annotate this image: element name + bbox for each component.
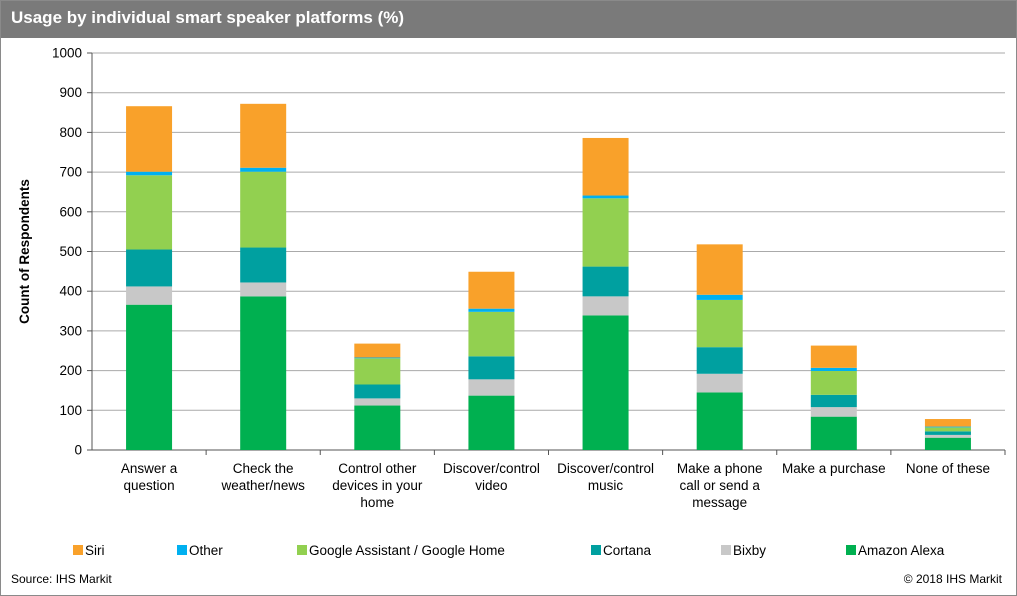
y-tick-label: 600 — [59, 204, 82, 219]
bar-segment-amazon-alexa — [468, 395, 515, 450]
bar-segment-bixby — [468, 379, 515, 396]
bar-segment-bixby — [240, 282, 287, 297]
x-tick-label: Check the — [233, 461, 294, 476]
bar-segment-other — [924, 426, 971, 428]
x-tick-label: Discover/control — [557, 461, 654, 476]
x-tick-label: None of these — [906, 461, 990, 476]
y-tick-label: 700 — [59, 165, 82, 180]
legend-label: Amazon Alexa — [858, 543, 945, 558]
bar-segment-amazon-alexa — [582, 315, 629, 450]
bar-segment-amazon-alexa — [240, 296, 287, 450]
bar-segment-bixby — [924, 434, 971, 438]
bar-segment-google-assistant-google-home — [126, 175, 173, 250]
bar-segment-google-assistant-google-home — [924, 427, 971, 432]
bar-segment-cortana — [696, 347, 743, 374]
x-tick-label: devices in your — [332, 478, 423, 493]
bar-segment-siri — [126, 106, 173, 172]
bar-segment-cortana — [582, 266, 629, 297]
legend-swatch — [177, 545, 187, 555]
bar-segment-google-assistant-google-home — [696, 299, 743, 348]
bar-segment-siri — [468, 271, 515, 309]
bar-segment-cortana — [354, 384, 401, 399]
bar-segment-cortana — [924, 431, 971, 435]
y-tick-label: 100 — [59, 403, 82, 418]
x-tick-label: music — [588, 478, 624, 493]
x-tick-label: Discover/control — [443, 461, 540, 476]
bar-segment-other — [696, 294, 743, 300]
bar-segment-cortana — [468, 356, 515, 380]
bar-segment-google-assistant-google-home — [810, 370, 857, 395]
x-tick-label: home — [360, 495, 394, 510]
bar-segment-other — [240, 167, 287, 172]
legend-label: Bixby — [733, 543, 766, 558]
x-tick-label: Make a purchase — [782, 461, 886, 476]
bar-segment-other — [354, 357, 401, 359]
y-tick-label: 200 — [59, 363, 82, 378]
legend-swatch — [591, 545, 601, 555]
legend-swatch — [846, 545, 856, 555]
x-tick-label: Control other — [338, 461, 417, 476]
legend-swatch — [297, 545, 307, 555]
y-tick-label: 1000 — [52, 46, 82, 61]
bar-segment-bixby — [810, 407, 857, 417]
bar-segment-google-assistant-google-home — [468, 311, 515, 357]
x-tick-label: weather/news — [221, 478, 306, 493]
y-tick-label: 300 — [59, 323, 82, 338]
x-tick-label: call or send a — [680, 478, 761, 493]
y-tick-label: 400 — [59, 284, 82, 299]
bar-segment-amazon-alexa — [924, 437, 971, 450]
bar-segment-cortana — [126, 249, 173, 287]
bar-segment-google-assistant-google-home — [354, 358, 401, 385]
chart-title: Usage by individual smart speaker platfo… — [11, 8, 405, 27]
title-bar: Usage by individual smart speaker platfo… — [1, 1, 1016, 38]
x-tick-label: question — [124, 478, 175, 493]
bar-segment-other — [126, 171, 173, 176]
bar-segment-bixby — [582, 296, 629, 316]
y-tick-label: 900 — [59, 85, 82, 100]
legend-label: Google Assistant / Google Home — [309, 543, 505, 558]
y-tick-label: 0 — [74, 443, 82, 458]
source-note: Source: IHS Markit — [11, 572, 112, 586]
bar-segment-bixby — [126, 286, 173, 305]
bar-segment-bixby — [696, 373, 743, 393]
bar-segment-other — [582, 195, 629, 199]
bar-segment-siri — [354, 343, 401, 358]
x-tick-label: Answer a — [121, 461, 178, 476]
legend-swatch — [73, 545, 83, 555]
y-tick-label: 500 — [59, 244, 82, 259]
x-tick-label: Make a phone — [677, 461, 763, 476]
copyright-note: © 2018 IHS Markit — [903, 572, 1002, 586]
bar-segment-amazon-alexa — [126, 304, 173, 450]
x-tick-label: video — [475, 478, 507, 493]
bar-segment-other — [810, 367, 857, 371]
legend-label: Cortana — [603, 543, 652, 558]
bar-segment-siri — [810, 345, 857, 368]
bar-segment-siri — [582, 137, 629, 196]
bar-segment-cortana — [240, 247, 287, 283]
legend-swatch — [721, 545, 731, 555]
bar-segment-amazon-alexa — [810, 416, 857, 450]
bar-segment-other — [468, 308, 515, 312]
legend-label: Other — [189, 543, 223, 558]
bar-segment-amazon-alexa — [696, 392, 743, 450]
bar-segment-amazon-alexa — [354, 405, 401, 450]
x-tick-label: message — [692, 495, 747, 510]
bar-segment-siri — [240, 103, 287, 168]
bar-segment-google-assistant-google-home — [582, 198, 629, 267]
bar-segment-cortana — [810, 394, 857, 408]
bar-segment-bixby — [354, 398, 401, 406]
bar-segment-siri — [924, 419, 971, 427]
y-tick-label: 800 — [59, 125, 82, 140]
bar-segment-siri — [696, 244, 743, 295]
y-axis-title: Count of Respondents — [17, 179, 32, 324]
legend-label: Siri — [85, 543, 105, 558]
bar-segment-google-assistant-google-home — [240, 171, 287, 248]
